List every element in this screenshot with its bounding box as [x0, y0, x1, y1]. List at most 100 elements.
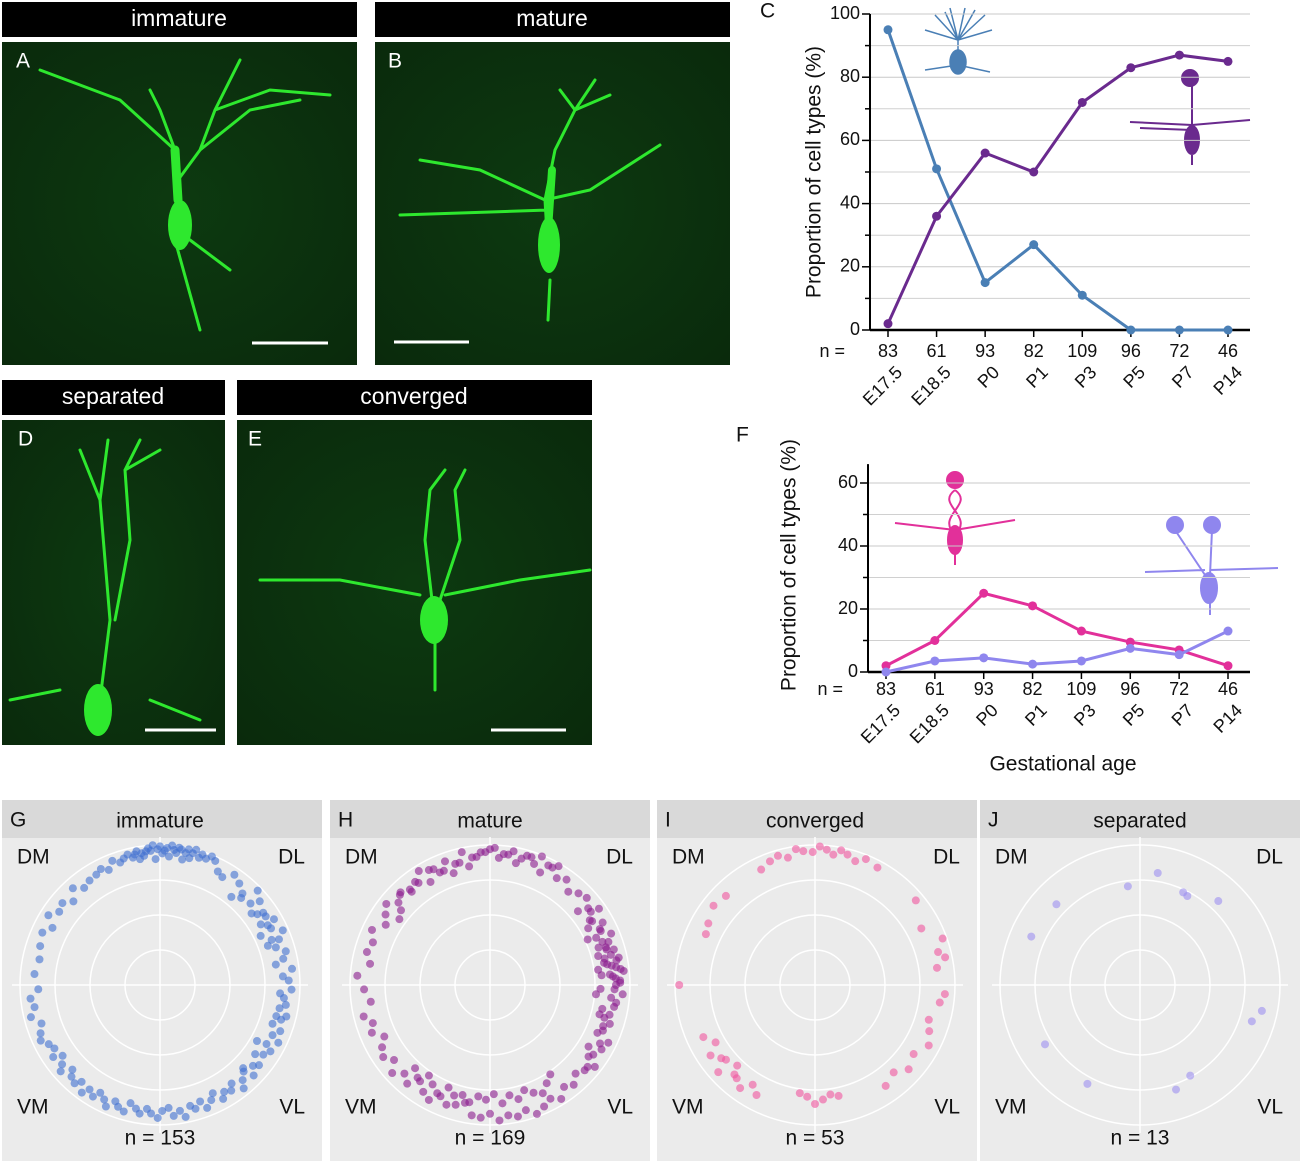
n-value: 46	[1218, 679, 1238, 699]
point	[116, 858, 125, 867]
point	[598, 937, 607, 946]
point	[504, 1111, 513, 1120]
point	[1153, 868, 1162, 877]
point	[395, 915, 404, 924]
point	[1247, 1017, 1256, 1026]
point	[227, 1079, 236, 1088]
point	[544, 861, 553, 870]
n-value: 61	[927, 341, 947, 361]
x-tick-label: E18.5	[906, 700, 953, 747]
point	[538, 1089, 547, 1098]
point	[474, 1092, 483, 1101]
x-tick-label: E17.5	[859, 362, 906, 409]
corner-label: DL	[278, 846, 305, 869]
point	[353, 971, 362, 980]
point	[249, 1071, 258, 1080]
point	[599, 1022, 608, 1031]
point	[153, 1113, 162, 1122]
point	[114, 1102, 123, 1111]
point	[520, 1086, 529, 1095]
point	[400, 1069, 409, 1078]
panel-title: converged	[766, 810, 864, 833]
header-bar	[237, 380, 592, 415]
point	[596, 984, 605, 993]
point	[930, 656, 940, 666]
point	[791, 845, 800, 854]
point	[85, 1085, 94, 1094]
point	[68, 1065, 77, 1074]
point	[271, 943, 280, 952]
y-tick-label: 60	[840, 129, 860, 149]
y-tick-label: 40	[838, 535, 858, 555]
point	[721, 891, 730, 900]
point	[77, 1088, 86, 1097]
y-tick-label: 20	[840, 256, 860, 276]
point	[259, 908, 268, 917]
point	[419, 1087, 428, 1096]
n-label: n = 13	[1111, 1127, 1170, 1150]
point	[616, 964, 625, 973]
point	[562, 875, 571, 884]
point	[252, 1037, 261, 1045]
point	[861, 855, 870, 864]
point	[424, 1071, 433, 1080]
point	[733, 1061, 742, 1070]
point	[38, 928, 47, 937]
point	[811, 1100, 819, 1108]
point	[359, 1012, 368, 1021]
point	[584, 924, 593, 933]
panel-title: immature	[116, 810, 204, 833]
x-tick-label: P14	[1209, 362, 1246, 399]
point	[30, 1003, 39, 1012]
point	[1052, 900, 1061, 909]
panel-title: immature	[131, 5, 227, 31]
point	[521, 1106, 530, 1115]
point	[164, 852, 173, 861]
corner-label: DL	[606, 846, 633, 869]
corner-label: DL	[933, 846, 960, 869]
point	[593, 1028, 602, 1037]
point	[272, 1012, 281, 1021]
y-tick-label: 0	[848, 661, 858, 681]
point	[911, 896, 920, 905]
point	[426, 877, 435, 886]
point	[429, 865, 438, 874]
point	[490, 843, 499, 852]
n-value: 109	[1066, 679, 1096, 699]
panel-e: converged E	[237, 380, 592, 745]
point	[783, 853, 792, 862]
point	[96, 864, 105, 873]
panel-letter: A	[16, 50, 30, 73]
point	[582, 893, 591, 902]
y-axis-label: Proportion of cell types (%)	[778, 439, 801, 691]
point	[263, 921, 272, 930]
point	[196, 1097, 205, 1106]
n-label: n =	[819, 341, 845, 361]
point	[826, 1090, 835, 1099]
point	[583, 935, 592, 944]
point	[1186, 1071, 1195, 1080]
point	[255, 1061, 264, 1070]
point	[595, 925, 604, 934]
point	[442, 1100, 451, 1109]
panel-title: separated	[1093, 810, 1186, 833]
point	[169, 1111, 178, 1120]
point	[1257, 1006, 1266, 1015]
point	[276, 989, 285, 998]
point	[119, 1107, 128, 1116]
point	[457, 848, 466, 857]
neuron	[398, 78, 662, 322]
corner-label: VL	[1257, 1096, 1283, 1119]
point	[390, 1055, 399, 1064]
point	[70, 1079, 79, 1088]
corner-label: DM	[17, 846, 50, 869]
point	[362, 948, 371, 957]
x-tick-label: P1	[1022, 362, 1052, 392]
point	[536, 868, 545, 877]
point	[489, 1090, 498, 1099]
point	[185, 854, 194, 863]
point	[49, 1053, 58, 1062]
y-axis-label: Proportion of cell types (%)	[803, 46, 826, 298]
point	[607, 993, 616, 1002]
point	[979, 653, 989, 663]
